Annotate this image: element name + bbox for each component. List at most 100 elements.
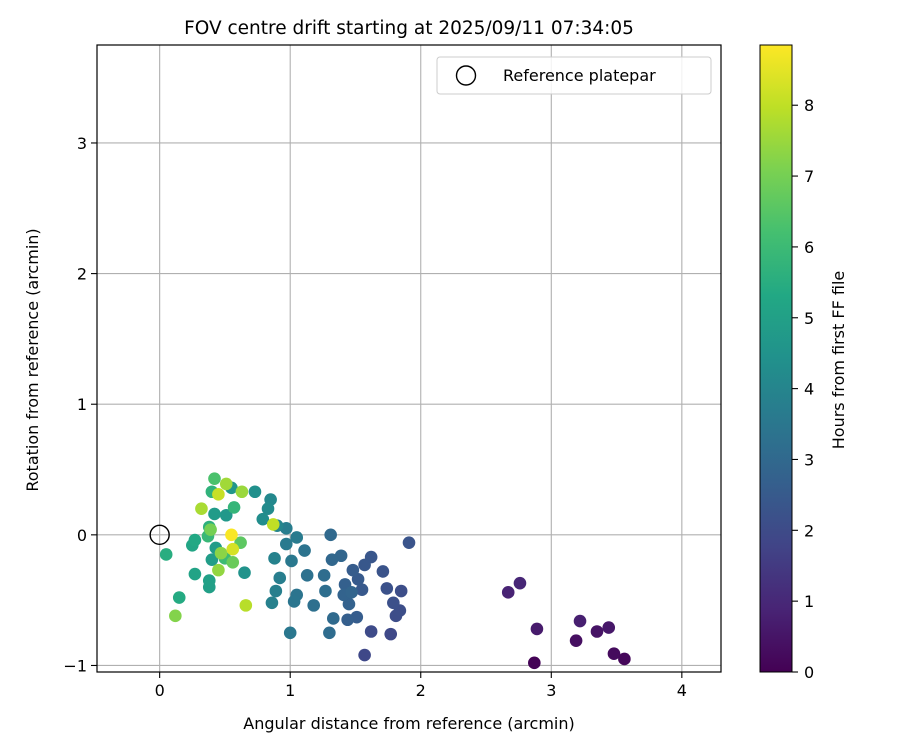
- data-point: [590, 625, 604, 638]
- data-point: [266, 518, 280, 531]
- data-point: [324, 528, 337, 542]
- data-point: [607, 647, 621, 661]
- colorbar-tick-label: 2: [804, 521, 814, 540]
- data-point: [325, 553, 339, 566]
- data-point: [169, 609, 182, 623]
- data-point: [513, 576, 527, 590]
- colorbar-tick-label: 6: [804, 238, 814, 257]
- data-point: [188, 567, 202, 581]
- data-point: [319, 584, 332, 598]
- colorbar: [759, 44, 793, 673]
- data-point: [248, 485, 262, 499]
- grid-lines: [97, 45, 721, 672]
- data-point: [394, 584, 408, 598]
- data-point: [376, 565, 390, 578]
- data-point: [212, 563, 225, 577]
- data-point: [226, 542, 240, 556]
- data-point: [225, 528, 238, 542]
- data-point: [283, 626, 297, 640]
- colorbar-tick-label: 0: [804, 663, 814, 682]
- legend-box: [436, 56, 712, 95]
- data-point: [172, 591, 186, 604]
- data-point: [214, 546, 228, 560]
- data-point: [346, 563, 360, 577]
- data-point: [268, 552, 281, 565]
- data-point: [528, 656, 541, 670]
- data-point: [317, 569, 331, 582]
- y-tick-label: 0: [77, 526, 87, 545]
- data-point: [300, 569, 314, 582]
- reference-marker-group: [149, 524, 170, 546]
- data-point: [188, 533, 202, 547]
- data-point: [351, 572, 365, 586]
- data-point: [380, 582, 394, 595]
- data-point: [307, 599, 321, 612]
- data-point: [204, 523, 217, 536]
- y-tick-label: −1: [63, 656, 87, 675]
- data-point: [355, 583, 369, 597]
- reference-marker: [149, 524, 170, 546]
- colorbar-tick-label: 4: [804, 380, 814, 399]
- y-tick-label: 2: [77, 265, 87, 284]
- data-point: [279, 537, 293, 551]
- y-axis-ticks: −1 0 1 2 3: [63, 134, 97, 675]
- colorbar-ticks: 0 1 2 3 4 5 6 7 8: [792, 96, 814, 682]
- colorbar-tick-label: 5: [804, 309, 814, 328]
- colorbar-tick-label: 3: [804, 450, 814, 469]
- data-point: [265, 596, 279, 610]
- data-point: [602, 621, 616, 634]
- data-point: [342, 597, 356, 611]
- legend-marker-reference: [455, 65, 477, 86]
- data-point: [358, 648, 371, 662]
- data-point: [326, 612, 340, 625]
- colorbar-tick-label: 7: [804, 167, 814, 186]
- x-tick-label: 1: [285, 681, 295, 700]
- data-point: [273, 571, 287, 585]
- data-point: [256, 512, 270, 526]
- data-point: [569, 634, 583, 647]
- data-point: [269, 584, 283, 598]
- data-point: [227, 501, 241, 514]
- data-point: [261, 502, 275, 516]
- data-point: [364, 625, 378, 638]
- x-tick-label: 3: [546, 681, 556, 700]
- legend-label-reference: Reference platepar: [503, 66, 656, 85]
- plot-frame: [96, 44, 722, 673]
- data-point: [358, 558, 371, 572]
- data-point: [341, 613, 354, 627]
- y-axis-label: Rotation from reference (arcmin): [23, 228, 42, 491]
- y-tick-label: 1: [77, 395, 87, 414]
- data-point: [530, 622, 544, 636]
- data-point: [618, 652, 631, 666]
- data-point: [202, 574, 216, 587]
- data-point: [239, 599, 253, 612]
- data-point: [195, 502, 208, 516]
- data-point: [387, 596, 400, 610]
- data-point: [573, 614, 587, 628]
- data-point: [208, 472, 221, 485]
- data-point: [235, 485, 249, 499]
- data-point: [208, 507, 221, 521]
- data-point: [323, 626, 336, 640]
- data-point: [285, 554, 298, 568]
- data-point: [219, 477, 233, 491]
- data-point: [226, 555, 240, 569]
- chart-title: FOV centre drift starting at 2025/09/11 …: [184, 18, 634, 39]
- colorbar-tick-label: 1: [804, 592, 814, 611]
- x-axis-label: Angular distance from reference (arcmin): [243, 714, 574, 733]
- x-axis-ticks: 0 1 2 3 4: [155, 672, 687, 700]
- y-tick-label: 3: [77, 134, 87, 153]
- x-tick-label: 4: [677, 681, 687, 700]
- data-point: [205, 553, 219, 566]
- data-point: [159, 548, 173, 561]
- data-point: [287, 595, 301, 608]
- data-point: [501, 586, 515, 599]
- data-point: [402, 536, 416, 549]
- x-tick-label: 0: [155, 681, 165, 700]
- data-point: [345, 586, 358, 599]
- colorbar-tick-label: 8: [804, 96, 814, 115]
- data-point: [238, 566, 251, 580]
- data-point: [298, 544, 311, 557]
